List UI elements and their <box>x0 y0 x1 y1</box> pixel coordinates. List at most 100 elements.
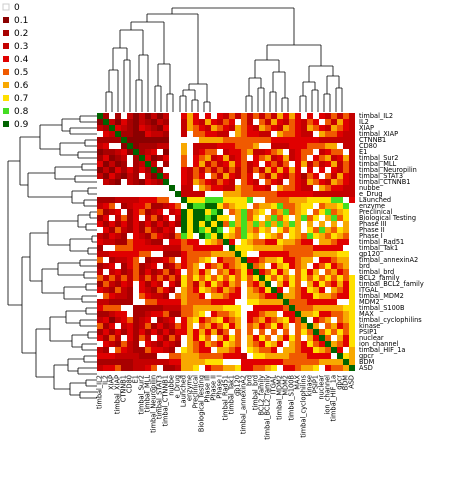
heatmap-cell <box>121 251 127 257</box>
heatmap-cell <box>337 311 343 317</box>
heatmap-cell <box>253 353 259 359</box>
heatmap-cell <box>157 131 163 137</box>
heatmap-cell <box>283 125 289 131</box>
heatmap-cell <box>259 365 265 371</box>
heatmap-cell <box>187 227 193 233</box>
heatmap-cell <box>349 305 355 311</box>
heatmap-cell <box>241 143 247 149</box>
heatmap-cell <box>235 251 241 257</box>
heatmap-cell <box>115 359 121 365</box>
column-label: timbal_MLL <box>144 375 152 413</box>
row-label: timbal_CTNNB1 <box>359 178 410 186</box>
heatmap-cell <box>343 293 349 299</box>
heatmap-cell <box>331 263 337 269</box>
heatmap-cell <box>205 113 211 119</box>
heatmap-cell <box>217 131 223 137</box>
heatmap-cell <box>253 335 259 341</box>
heatmap-cell <box>133 305 139 311</box>
heatmap-cell <box>289 353 295 359</box>
heatmap-cell <box>157 335 163 341</box>
heatmap-cell <box>139 125 145 131</box>
heatmap-cell <box>343 137 349 143</box>
heatmap-cell <box>325 317 331 323</box>
heatmap-cell <box>301 239 307 245</box>
heatmap-cell <box>163 263 169 269</box>
legend-label: 0.9 <box>14 120 29 130</box>
heatmap-cell <box>193 365 199 371</box>
heatmap-cell <box>121 287 127 293</box>
heatmap-cell <box>265 347 271 353</box>
heatmap-cell <box>331 185 337 191</box>
heatmap-cell <box>223 365 229 371</box>
column-label: nuclear <box>318 375 326 400</box>
heatmap-cell <box>205 209 211 215</box>
row-label: timbal_BCL2_family <box>359 280 424 288</box>
heatmap-cell <box>325 269 331 275</box>
heatmap-cell <box>319 341 325 347</box>
heatmap-cell <box>211 185 217 191</box>
heatmap-cell <box>139 119 145 125</box>
heatmap-cell <box>109 149 115 155</box>
heatmap-cell <box>217 335 223 341</box>
heatmap-cell <box>193 341 199 347</box>
heatmap-cell <box>223 287 229 293</box>
heatmap-cell <box>253 299 259 305</box>
heatmap-cell <box>235 317 241 323</box>
heatmap-cell <box>175 353 181 359</box>
heatmap-cell <box>223 311 229 317</box>
heatmap-cell <box>271 353 277 359</box>
heatmap-cell <box>349 323 355 329</box>
heatmap-cell <box>211 125 217 131</box>
column-label: brd <box>246 375 254 386</box>
heatmap-cell <box>301 269 307 275</box>
heatmap-cell <box>247 275 253 281</box>
heatmap-cell <box>211 311 217 317</box>
heatmap-cell <box>325 299 331 305</box>
heatmap-cell <box>301 233 307 239</box>
heatmap-cell <box>265 287 271 293</box>
heatmap-cell <box>295 155 301 161</box>
heatmap-cell <box>325 119 331 125</box>
heatmap-cell <box>253 245 259 251</box>
heatmap-cell <box>235 245 241 251</box>
heatmap-cell <box>199 197 205 203</box>
heatmap-cell <box>247 233 253 239</box>
heatmap-cell <box>211 155 217 161</box>
heatmap-cell <box>97 257 103 263</box>
heatmap-cell <box>295 347 301 353</box>
heatmap-cell <box>247 317 253 323</box>
heatmap-cell <box>307 167 313 173</box>
heatmap-cell <box>223 143 229 149</box>
heatmap-cell <box>253 257 259 263</box>
heatmap-cell <box>265 281 271 287</box>
heatmap-cell <box>157 347 163 353</box>
heatmap-cell <box>283 347 289 353</box>
heatmap-cell <box>151 341 157 347</box>
heatmap-cell <box>349 299 355 305</box>
heatmap-cell <box>235 323 241 329</box>
heatmap-cell <box>229 347 235 353</box>
heatmap-cell <box>313 173 319 179</box>
heatmap-cell <box>277 197 283 203</box>
heatmap-cell <box>217 311 223 317</box>
heatmap-cell <box>319 161 325 167</box>
heatmap-cell <box>241 149 247 155</box>
heatmap-cell <box>181 287 187 293</box>
heatmap-cell <box>349 131 355 137</box>
heatmap-cell <box>247 347 253 353</box>
heatmap-cell <box>127 287 133 293</box>
heatmap-cell <box>157 167 163 173</box>
heatmap-cell <box>97 197 103 203</box>
heatmap-cell <box>205 179 211 185</box>
heatmap-cell <box>283 119 289 125</box>
heatmap-cell <box>127 179 133 185</box>
heatmap-cell <box>163 173 169 179</box>
heatmap-cell <box>151 365 157 371</box>
heatmap-cell <box>139 233 145 239</box>
heatmap-cell <box>247 179 253 185</box>
row-label: timbal_XIAP <box>359 130 398 138</box>
heatmap-cell <box>145 353 151 359</box>
heatmap-cell <box>163 251 169 257</box>
heatmap-cell <box>157 143 163 149</box>
heatmap-cell <box>325 335 331 341</box>
